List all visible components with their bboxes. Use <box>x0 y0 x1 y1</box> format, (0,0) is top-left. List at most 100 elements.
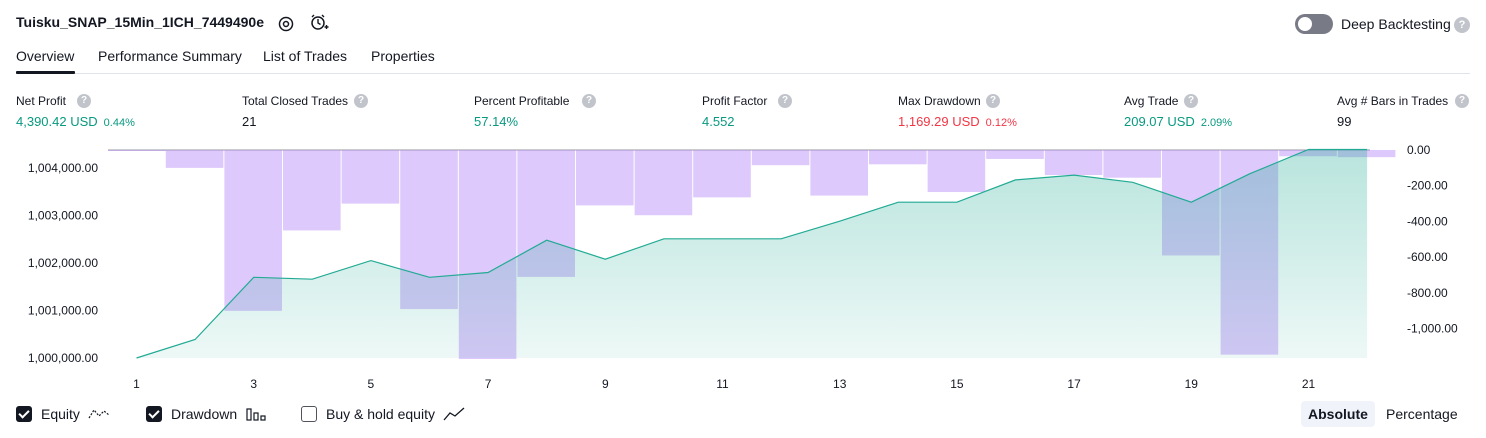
help-icon[interactable]: ? <box>1184 94 1198 108</box>
trend-line-icon <box>443 406 465 422</box>
x-axis-tick-label: 21 <box>1302 377 1316 391</box>
legend-drawdown-label: Drawdown <box>171 406 238 422</box>
help-icon[interactable]: ? <box>582 94 596 108</box>
x-axis-tick-label: 1 <box>133 377 140 391</box>
drawdown-bar <box>1044 150 1103 176</box>
legend-buy-hold[interactable]: Buy & hold equity <box>301 404 465 424</box>
drawdown-bar <box>341 150 400 204</box>
metric-max-drawdown: Max Drawdown ? 1,169.29 USD 0.12% <box>898 94 1017 129</box>
right-axis-tick-label: -1,000.00 <box>1407 322 1458 336</box>
metric-value: 99 <box>1337 114 1352 129</box>
drawdown-bar <box>283 150 341 231</box>
legend-buy-hold-label: Buy & hold equity <box>326 406 435 422</box>
right-axis-tick-label: -600.00 <box>1407 250 1448 264</box>
x-axis: 1 3 5 7 9 11 13 15 17 19 21 <box>133 377 1315 391</box>
drawdown-bar <box>576 150 634 206</box>
metric-avg-bars: Avg # Bars in Trades ? 99 <box>1337 94 1469 129</box>
tab-properties[interactable]: Properties <box>371 48 435 64</box>
metric-label: Percent Profitable <box>474 94 570 108</box>
tab-list-of-trades[interactable]: List of Trades <box>263 48 348 64</box>
left-axis-tick-label: 1,004,000.00 <box>28 161 98 175</box>
deep-backtesting-toggle[interactable] <box>1295 14 1333 34</box>
x-axis-tick-label: 19 <box>1185 377 1199 391</box>
metric-label: Total Closed Trades <box>242 94 349 108</box>
metric-value: 21 <box>242 114 257 129</box>
help-icon[interactable]: ? <box>1455 94 1469 108</box>
left-axis-tick-label: 1,003,000.00 <box>28 209 98 223</box>
help-icon[interactable]: ? <box>778 94 792 108</box>
metric-label: Net Profit <box>16 94 67 108</box>
drawdown-bar <box>693 150 751 198</box>
metric-value: 4.552 <box>702 114 735 129</box>
toggle-knob <box>1298 17 1312 31</box>
metric-value-text: 209.07 USD <box>1124 114 1195 129</box>
metric-net-profit: Net Profit ? 4,390.42 USD 0.44% <box>16 94 135 129</box>
equity-drawdown-chart[interactable]: 1,000,000.00 1,001,000.00 1,002,000.00 1,00… <box>0 140 1486 400</box>
drawdown-bar <box>751 150 810 166</box>
right-axis-tick-label: -400.00 <box>1407 214 1448 228</box>
buy-hold-checkbox[interactable] <box>301 406 317 422</box>
x-axis-tick-label: 11 <box>716 377 729 391</box>
help-icon[interactable]: ? <box>354 94 368 108</box>
x-axis-tick-label: 15 <box>950 377 964 391</box>
drawdown-bar <box>810 150 868 196</box>
x-axis-tick-label: 13 <box>833 377 847 391</box>
legend-equity-label: Equity <box>41 406 80 422</box>
metric-value: 4,390.42 USD 0.44% <box>16 114 135 129</box>
metric-percent: 0.44% <box>103 117 135 129</box>
x-axis-tick-label: 7 <box>485 377 492 391</box>
metric-profit-factor: Profit Factor ? 4.552 <box>702 94 792 129</box>
equity-series <box>136 148 1368 359</box>
metric-total-closed-trades: Total Closed Trades ? 21 <box>242 94 368 129</box>
active-tab-indicator <box>16 71 75 74</box>
tab-performance-summary[interactable]: Performance Summary <box>98 48 242 64</box>
help-icon[interactable]: ? <box>986 94 1000 108</box>
legend-equity[interactable]: Equity <box>16 404 110 424</box>
right-axis-tick-label: -200.00 <box>1407 179 1448 193</box>
right-axis-tick-label: 0.00 <box>1407 143 1431 157</box>
x-axis-tick-label: 17 <box>1067 377 1081 391</box>
drawdown-bar <box>165 150 224 168</box>
x-axis-tick-label: 3 <box>250 377 257 391</box>
metric-value-text: 1,169.29 USD <box>898 114 980 129</box>
metric-label: Max Drawdown <box>898 94 981 108</box>
equity-line-icon <box>88 406 110 422</box>
gear-icon[interactable] <box>276 14 296 34</box>
left-axis-tick-label: 1,002,000.00 <box>28 256 98 270</box>
drawdown-bar <box>869 150 927 165</box>
add-alert-icon[interactable] <box>309 13 329 33</box>
left-axis-tick-label: 1,000,000.00 <box>28 351 98 365</box>
absolute-toggle-button[interactable]: Absolute <box>1301 401 1375 427</box>
metric-value: 209.07 USD 2.09% <box>1124 114 1232 129</box>
metric-value: 57.14% <box>474 114 519 129</box>
drawdown-bar <box>634 150 693 216</box>
x-axis-tick-label: 9 <box>602 377 609 391</box>
metric-value-text: 4,390.42 USD <box>16 114 98 129</box>
x-axis-tick-label: 5 <box>368 377 375 391</box>
legend-drawdown[interactable]: Drawdown <box>146 404 267 424</box>
percentage-toggle-button[interactable]: Percentage <box>1386 406 1458 422</box>
tab-overview[interactable]: Overview <box>16 48 75 64</box>
deep-backtesting-label: Deep Backtesting <box>1341 16 1451 32</box>
metric-percent-profitable: Percent Profitable ? 57.14% <box>474 94 596 129</box>
metric-percent: 0.12% <box>985 117 1017 129</box>
metric-label: Avg # Bars in Trades <box>1337 94 1449 108</box>
help-icon[interactable]: ? <box>77 94 91 108</box>
bar-chart-icon <box>245 406 267 422</box>
drawdown-bar <box>986 150 1044 159</box>
drawdown-bar <box>108 150 166 151</box>
left-axis-tick-label: 1,001,000.00 <box>28 304 98 318</box>
equity-checkbox[interactable] <box>16 406 32 422</box>
right-axis-tick-label: -800.00 <box>1407 286 1448 300</box>
drawdown-checkbox[interactable] <box>146 406 162 422</box>
tabs-divider <box>16 73 1470 74</box>
metric-value: 1,169.29 USD 0.12% <box>898 114 1017 129</box>
help-icon[interactable]: ? <box>1454 17 1470 33</box>
equity-area <box>136 149 1368 358</box>
right-axis: 0.00 -200.00 -400.00 -600.00 -800.00 -1,000.0… <box>1407 143 1458 336</box>
metric-label: Avg Trade <box>1124 94 1179 108</box>
metric-percent: 2.09% <box>1200 117 1233 129</box>
metric-avg-trade: Avg Trade ? 209.07 USD 2.09% <box>1124 94 1232 129</box>
drawdown-bar <box>1103 150 1161 178</box>
drawdown-bar <box>927 150 986 193</box>
